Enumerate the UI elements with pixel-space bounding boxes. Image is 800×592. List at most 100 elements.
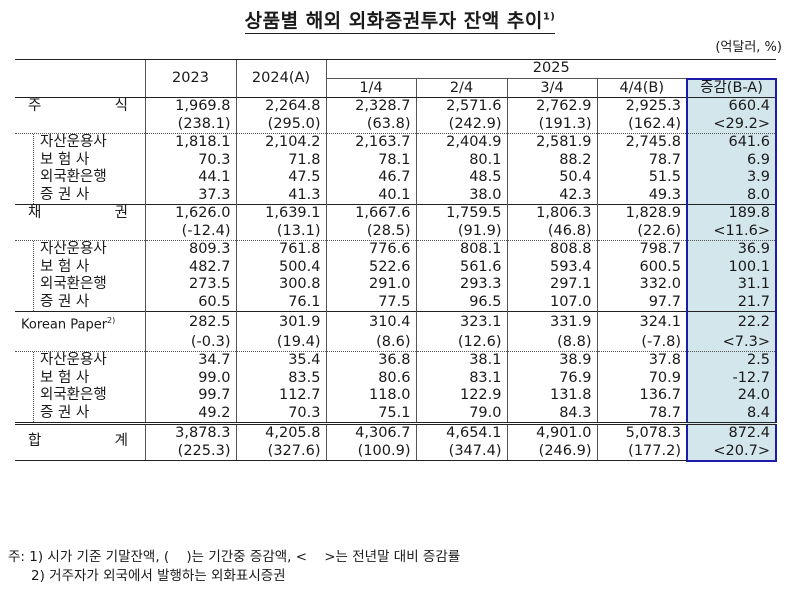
- header-q3: 3/4: [506, 78, 597, 98]
- cell: 38.0: [415, 186, 507, 205]
- cell: (191.3): [506, 115, 597, 134]
- cell: 293.3: [415, 276, 507, 294]
- header-q2: 2/4: [415, 78, 507, 98]
- cell: 323.1: [415, 311, 507, 334]
- cell: 809.3: [144, 240, 236, 259]
- bonds-label-b: 권: [114, 205, 128, 222]
- cell: 49.3: [596, 186, 687, 205]
- cell: 50.4: [506, 169, 597, 187]
- sub-label: 자산운용사: [15, 133, 145, 152]
- footnote-1: 주: 1) 시가 기준 기말잔액, ( )는 기간중 증감액, < >는 전년말…: [8, 549, 461, 565]
- cell: (28.5): [325, 222, 416, 241]
- cell: 38.1: [415, 350, 507, 370]
- stocks-change-row: (238.1) (295.0) (63.8) (242.9) (191.3) (…: [15, 115, 777, 134]
- header-2023: 2023: [144, 59, 236, 98]
- cell: 48.5: [415, 169, 507, 187]
- cell: 42.3: [506, 186, 597, 205]
- cell: 88.2: [506, 151, 597, 169]
- cell: 331.9: [506, 311, 597, 334]
- cell: 70.3: [144, 151, 236, 169]
- sub-label: 증 권 사: [15, 293, 145, 312]
- bonds-sub-row: 보 험 사 482.7 500.4 522.6 561.6 593.4 600.…: [15, 258, 777, 276]
- sub-label: 증 권 사: [15, 404, 145, 423]
- cell: 83.1: [415, 369, 507, 387]
- cell: 76.1: [235, 293, 326, 312]
- header-2025: 2025: [325, 59, 776, 79]
- sub-label-text: 증 권 사: [33, 404, 140, 422]
- diff-cell: 100.1: [686, 258, 777, 276]
- kp-total-row: Korean Paper2) 282.5 301.9 310.4 323.1 3…: [15, 311, 777, 334]
- investment-balance-table: 2023 2024(A) 2025 1/4 2/4 3/4 4/4(B) 증감(…: [15, 59, 777, 462]
- cell: 34.7: [144, 350, 236, 370]
- cell: 78.1: [325, 151, 416, 169]
- cell: 2,925.3: [596, 97, 687, 116]
- cell: 35.4: [235, 350, 326, 370]
- cell: (238.1): [144, 115, 236, 134]
- cell: 84.3: [506, 404, 597, 424]
- bonds-label-a: 채: [28, 205, 42, 222]
- diff-cell: 6.9: [686, 151, 777, 169]
- cell: (46.8): [506, 222, 597, 241]
- cell: 78.7: [596, 404, 687, 424]
- stocks-sub-row: 보 험 사 70.3 71.8 78.1 80.1 88.2 78.7 6.9: [15, 151, 777, 169]
- cell: 97.7: [596, 293, 687, 312]
- cell: 4,901.0: [506, 421, 597, 443]
- cell: 310.4: [325, 311, 416, 334]
- sub-label-text: 자산운용사: [33, 352, 140, 370]
- cell: (8.8): [506, 333, 597, 352]
- cell: 324.1: [596, 311, 687, 334]
- diff-cell: <29.2>: [686, 115, 777, 134]
- sub-label-text: 보 험 사: [33, 151, 140, 169]
- cell: 776.6: [325, 240, 416, 259]
- footnote-2: 2) 거주자가 외국에서 발행하는 외화표시증권: [31, 568, 286, 584]
- cell: (177.2): [596, 442, 687, 462]
- diff-cell: 21.7: [686, 293, 777, 312]
- cell: 1,626.0: [144, 204, 236, 223]
- cell: 297.1: [506, 276, 597, 294]
- diff-cell: -12.7: [686, 369, 777, 387]
- cell: 3,878.3: [144, 421, 236, 443]
- header-diff: 증감(B-A): [686, 77, 777, 98]
- cell: 4,205.8: [235, 421, 326, 443]
- cell: 76.9: [506, 369, 597, 387]
- cell: 808.1: [415, 240, 507, 259]
- header-q1: 1/4: [325, 78, 416, 98]
- stocks-sub-row: 외국환은행 44.1 47.5 46.7 48.5 50.4 51.5 3.9: [15, 169, 777, 187]
- blank: [15, 333, 145, 351]
- sub-label-text: 보 험 사: [33, 258, 140, 276]
- cell: 482.7: [144, 258, 236, 276]
- cell: 282.5: [144, 311, 236, 334]
- diff-cell: 2.5: [686, 350, 777, 370]
- blank: [15, 116, 145, 134]
- cell: 798.7: [596, 240, 687, 259]
- diff-cell: 3.9: [686, 169, 777, 187]
- bonds-sub-row: 증 권 사 60.5 76.1 77.5 96.5 107.0 97.7 21.…: [15, 293, 777, 312]
- cell: 2,104.2: [235, 133, 326, 152]
- cell: 1,667.6: [325, 204, 416, 223]
- cell: 131.8: [506, 386, 597, 405]
- cell: (19.4): [235, 333, 326, 352]
- sub-label: 외국환은행: [15, 387, 145, 405]
- sub-label: 보 험 사: [15, 369, 145, 387]
- cell: 80.6: [325, 369, 416, 387]
- cell: (242.9): [415, 115, 507, 134]
- cell: (22.6): [596, 222, 687, 241]
- cell: 2,163.7: [325, 133, 416, 152]
- page-title: 상품별 해외 외화증권투자 잔액 추이1): [0, 6, 800, 34]
- cell: 99.7: [144, 386, 236, 405]
- cell: 593.4: [506, 258, 597, 276]
- sub-label-text: 외국환은행: [33, 169, 140, 187]
- cell: (246.9): [506, 442, 597, 462]
- sub-label-text: 외국환은행: [33, 276, 140, 294]
- cell: (100.9): [325, 442, 416, 462]
- header-row-1: 2023 2024(A) 2025: [15, 59, 776, 98]
- cell: 2,571.6: [415, 97, 507, 116]
- cell: (63.8): [325, 115, 416, 134]
- sub-label-text: 외국환은행: [33, 387, 140, 405]
- cell: 291.0: [325, 276, 416, 294]
